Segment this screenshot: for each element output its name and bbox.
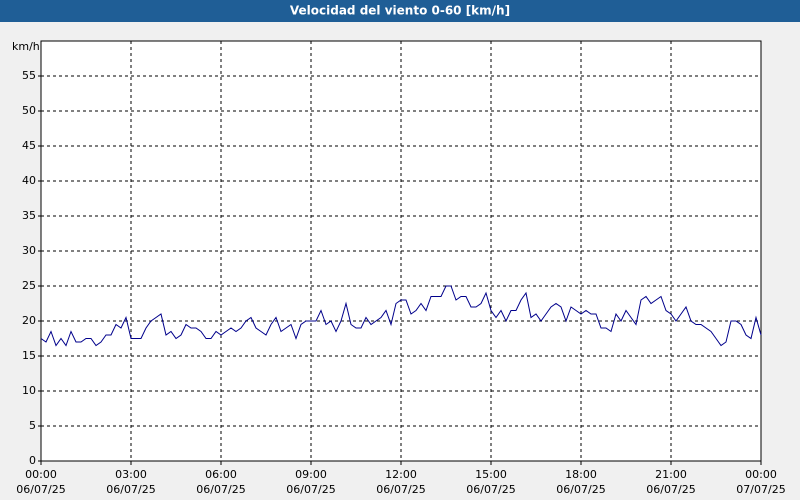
x-tick-label: 06/07/25	[376, 483, 425, 496]
y-tick-label: 30	[22, 244, 36, 257]
x-tick-label: 06/07/25	[286, 483, 335, 496]
x-tick-label: 21:00	[655, 468, 687, 481]
data-line	[40, 285, 762, 347]
x-tick-label: 06/07/25	[466, 483, 515, 496]
x-tick-label: 12:00	[385, 468, 417, 481]
x-tick-label: 07/07/25	[736, 483, 785, 496]
x-tick-label: 06/07/25	[556, 483, 605, 496]
y-tick-label: 50	[22, 104, 36, 117]
x-tick-label: 03:00	[115, 468, 147, 481]
y-tick-label: 10	[22, 384, 36, 397]
y-tick-label: 5	[29, 419, 36, 432]
x-tick-label: 18:00	[565, 468, 597, 481]
y-tick-label: 0	[29, 454, 36, 467]
y-tick-label: 55	[22, 69, 36, 82]
y-tick-label: 20	[22, 314, 36, 327]
x-tick-label: 06/07/25	[106, 483, 155, 496]
x-tick-label: 15:00	[475, 468, 507, 481]
x-tick-label: 00:00	[25, 468, 57, 481]
title-bar	[0, 0, 800, 22]
x-tick-label: 06/07/25	[196, 483, 245, 496]
x-tick-label: 06/07/25	[16, 483, 65, 496]
y-axis-label: km/h	[12, 40, 40, 53]
y-tick-label: 40	[22, 174, 36, 187]
y-tick-label: 25	[22, 279, 36, 292]
y-tick-label: 35	[22, 209, 36, 222]
x-tick-label: 09:00	[295, 468, 327, 481]
x-tick-label: 06:00	[205, 468, 237, 481]
chart-title: Velocidad del viento 0-60 [km/h]	[290, 4, 510, 18]
y-tick-label: 15	[22, 349, 36, 362]
x-tick-label: 06/07/25	[646, 483, 695, 496]
x-tick-label: 00:00	[745, 468, 777, 481]
y-tick-label: 45	[22, 139, 36, 152]
